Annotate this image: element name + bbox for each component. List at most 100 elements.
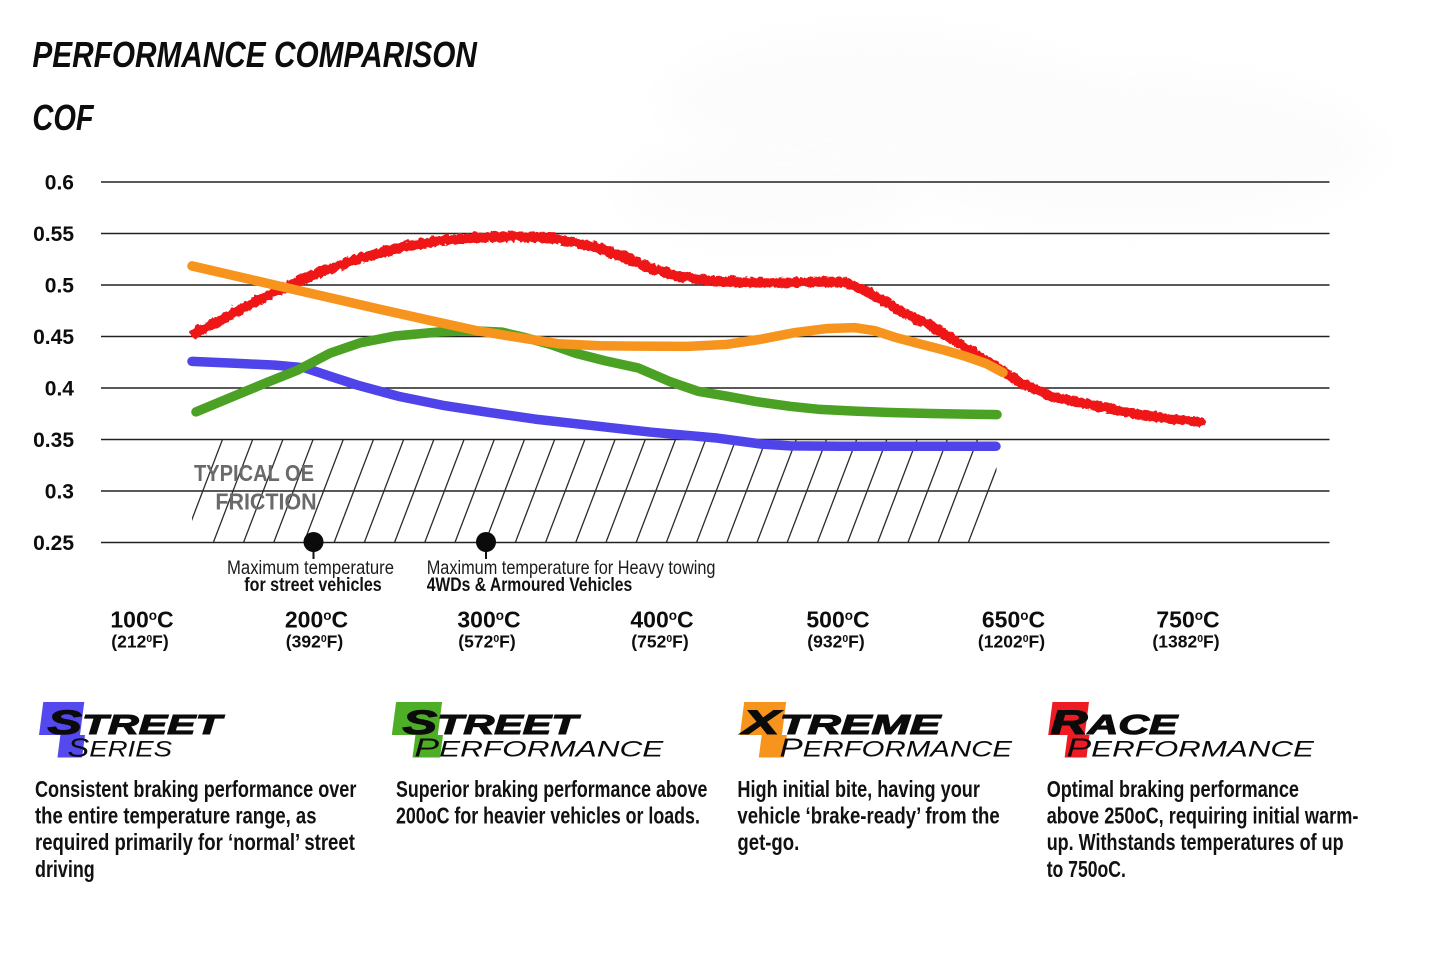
hatch-line [273, 439, 314, 543]
x-tick-celsius: 200oC [285, 607, 348, 633]
hatch-line [967, 466, 997, 543]
x-tick-fahrenheit: (5720F) [458, 632, 515, 652]
legend-desc-line: to 750oC. [1047, 856, 1126, 882]
hatch-line [877, 439, 918, 543]
x-tick-fahrenheit: (9320F) [807, 632, 864, 652]
marker1-annotation-line1: Maximum temperature [227, 558, 394, 579]
legend-brand-word: X TREME [739, 704, 942, 742]
hatch-line [907, 439, 948, 543]
hatch-line [544, 439, 586, 543]
hatch-line [454, 439, 495, 543]
legend-desc-line: above 250oC, requiring initial warm- [1047, 803, 1359, 829]
hatch-line [665, 439, 707, 543]
marker2-annotation-line2: 4WDs & Armoured Vehicles [427, 575, 633, 596]
y-tick-label: 0.4 [45, 378, 75, 401]
legend-desc-line: Optimal braking performance [1047, 776, 1299, 802]
legend-brand-box [39, 702, 85, 735]
marker1-annotation-line2: for street vehicles [244, 575, 381, 596]
legend-desc-line: Superior braking performance above [396, 776, 707, 802]
hatch-line [393, 439, 435, 543]
hatch-line [786, 439, 828, 543]
marker-dot [303, 532, 324, 552]
series-curves [187, 230, 1204, 452]
legend-desc-line: vehicle ‘brake-ready’ from the [737, 803, 999, 829]
hatch-line [846, 439, 888, 543]
x-tick-celsius: 100oC [110, 607, 173, 633]
legend-desc-line: High initial bite, having your [737, 776, 980, 802]
legend-brand-word: S TREET [403, 704, 582, 742]
x-tick-fahrenheit: (3920F) [286, 632, 343, 652]
x-tick-fahrenheit: (12020F) [978, 632, 1045, 652]
hatch-line [816, 439, 858, 543]
page-title: PERFORMANCE COMPARISON [32, 34, 477, 75]
x-tick-celsius: 400oC [630, 607, 693, 633]
x-tick-fahrenheit: (2120F) [111, 632, 168, 652]
legend-desc-line: the entire temperature range, as [35, 803, 317, 829]
legend-desc-line: driving [35, 856, 95, 882]
legend-desc-line: Consistent braking performance over [35, 776, 356, 802]
legend-brand-box-tab [758, 735, 787, 758]
hatch-line [303, 439, 344, 543]
oe-band-label-line2: FRICTION [215, 488, 316, 514]
legend-brand-subword: S ERIES [68, 733, 173, 763]
hatch-line [635, 439, 677, 543]
legend-brand-box [1048, 702, 1089, 735]
y-tick-label: 0.55 [33, 223, 74, 246]
hatch-line [242, 439, 284, 543]
x-tick-fahrenheit: (13820F) [1152, 632, 1219, 652]
hatch-line [605, 439, 646, 543]
oe-band-label-line1: TYPICAL OE [194, 460, 314, 486]
legend-brand-box-tab [57, 735, 85, 758]
hatch-line [937, 439, 979, 543]
hatch-line [695, 439, 737, 543]
marker2-annotation-line1: Maximum temperature for Heavy towing [427, 558, 716, 579]
legend-brand-box [739, 702, 787, 735]
y-tick-label: 0.6 [45, 172, 74, 195]
y-axis-title: COF [32, 97, 95, 138]
legend-brand-subword: P ERFORMANCE [1067, 733, 1315, 763]
hatch-line [575, 439, 616, 543]
hatch-line [363, 439, 405, 543]
series-line-xtreme-performance [187, 261, 1008, 378]
x-tick-celsius: 750oC [1156, 607, 1219, 633]
y-axis-labels: 0.6 0.55 0.5 0.45 0.4 0.35 0.3 0.25 [33, 172, 74, 556]
hatch-line [333, 439, 375, 543]
legend-brand-word: R ACE [1050, 704, 1179, 742]
legend-brand-box-tab [412, 735, 444, 758]
y-tick-label: 0.5 [45, 275, 75, 298]
x-tick-celsius: 650oC [982, 607, 1045, 633]
y-tick-label: 0.25 [33, 532, 74, 555]
legend-brand-box [391, 702, 443, 735]
hatch-line [514, 439, 556, 543]
marker-dot [476, 532, 496, 552]
legend-desc-line: get-go. [737, 829, 799, 855]
hatch-line [726, 439, 767, 543]
legend-brand-subword: P ERFORMANCE [414, 733, 663, 763]
hatch-line [192, 439, 224, 522]
oe-friction-band [192, 439, 997, 543]
legend-brand-subword: P ERFORMANCE [780, 733, 1013, 763]
legend-desc-line: up. Withstands temperatures of up [1047, 829, 1344, 855]
x-axis-labels: 100oC(2120F) 200oC(3920F) 300oC(5720F) 400o… [110, 607, 1219, 652]
legend-desc-line: 200oC for heavier vehicles or loads. [396, 803, 700, 829]
series-line-street-performance [191, 325, 1002, 420]
series-line-street-series [187, 356, 1001, 452]
watermark-smudge [620, 30, 1380, 245]
x-tick-celsius: 300oC [457, 607, 520, 633]
legend-brand-box-tab [1064, 735, 1090, 758]
x-tick-celsius: 500oC [806, 607, 869, 633]
hatch-line [424, 439, 465, 543]
temperature-markers [303, 532, 496, 559]
x-tick-fahrenheit: (7520F) [631, 632, 688, 652]
hatch-line [756, 439, 797, 543]
series-line-race-performance [189, 230, 1204, 426]
legend-brand-word: S TREET [48, 704, 226, 742]
y-tick-label: 0.45 [33, 326, 74, 349]
